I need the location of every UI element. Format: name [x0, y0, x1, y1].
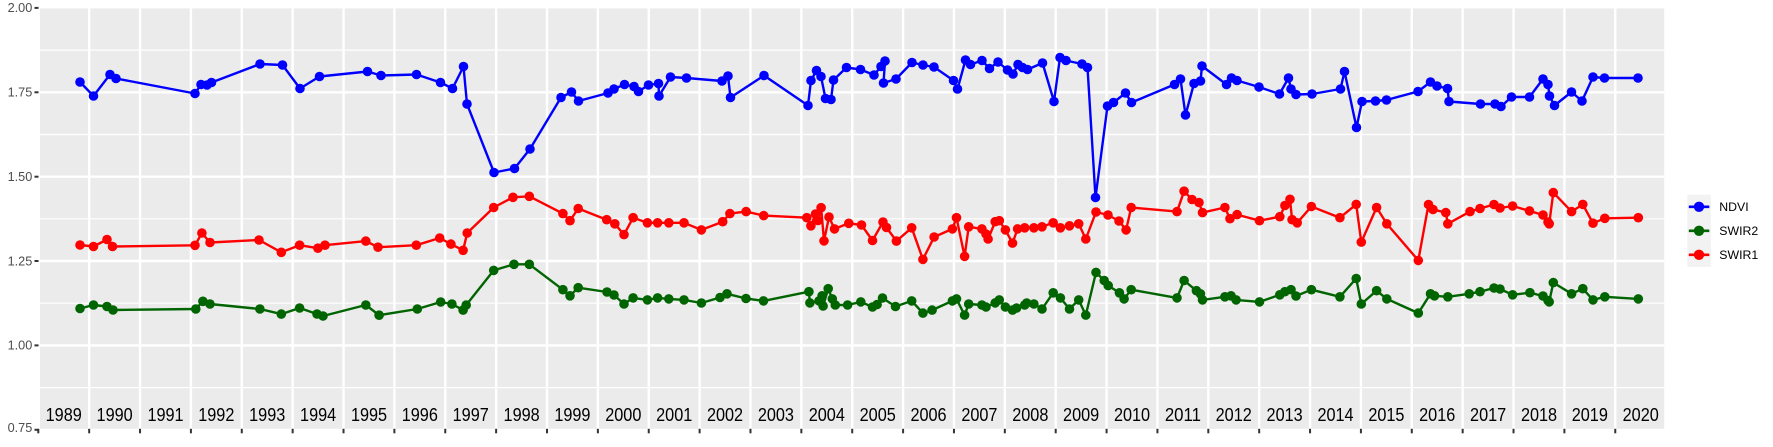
svg-text:2002: 2002 — [707, 404, 743, 425]
svg-text:2016: 2016 — [1419, 404, 1455, 425]
svg-text:2000: 2000 — [605, 404, 641, 425]
svg-text:0.75: 0.75 — [8, 421, 33, 435]
svg-text:2004: 2004 — [809, 404, 845, 425]
svg-text:2010: 2010 — [1114, 404, 1150, 425]
svg-text:1989: 1989 — [46, 404, 82, 425]
svg-text:1993: 1993 — [249, 404, 285, 425]
svg-text:1.75: 1.75 — [8, 86, 33, 100]
svg-text:1990: 1990 — [97, 404, 133, 425]
svg-text:1.00: 1.00 — [8, 339, 33, 353]
svg-text:1991: 1991 — [147, 404, 183, 425]
svg-text:2017: 2017 — [1470, 404, 1506, 425]
svg-text:2020: 2020 — [1623, 404, 1659, 425]
svg-text:2012: 2012 — [1216, 404, 1252, 425]
svg-text:2015: 2015 — [1368, 404, 1404, 425]
svg-text:2019: 2019 — [1572, 404, 1608, 425]
svg-text:1994: 1994 — [300, 404, 336, 425]
svg-text:2005: 2005 — [860, 404, 896, 425]
svg-text:2018: 2018 — [1521, 404, 1557, 425]
svg-text:2006: 2006 — [910, 404, 946, 425]
svg-text:1.50: 1.50 — [8, 170, 33, 184]
svg-text:2.00: 2.00 — [8, 1, 33, 15]
svg-text:1995: 1995 — [351, 404, 387, 425]
svg-text:2007: 2007 — [961, 404, 997, 425]
svg-text:2013: 2013 — [1267, 404, 1303, 425]
svg-text:2014: 2014 — [1317, 404, 1353, 425]
svg-text:SWIR1: SWIR1 — [1719, 248, 1758, 262]
svg-text:2008: 2008 — [1012, 404, 1048, 425]
svg-text:SWIR2: SWIR2 — [1719, 224, 1758, 238]
svg-text:2011: 2011 — [1165, 404, 1201, 425]
svg-text:1992: 1992 — [198, 404, 234, 425]
svg-text:1996: 1996 — [402, 404, 438, 425]
svg-text:1997: 1997 — [453, 404, 489, 425]
svg-text:1998: 1998 — [504, 404, 540, 425]
svg-text:1.25: 1.25 — [8, 254, 33, 268]
svg-text:2003: 2003 — [758, 404, 794, 425]
svg-text:NDVI: NDVI — [1719, 200, 1748, 214]
svg-text:2009: 2009 — [1063, 404, 1099, 425]
svg-text:2001: 2001 — [656, 404, 692, 425]
svg-text:1999: 1999 — [554, 404, 590, 425]
